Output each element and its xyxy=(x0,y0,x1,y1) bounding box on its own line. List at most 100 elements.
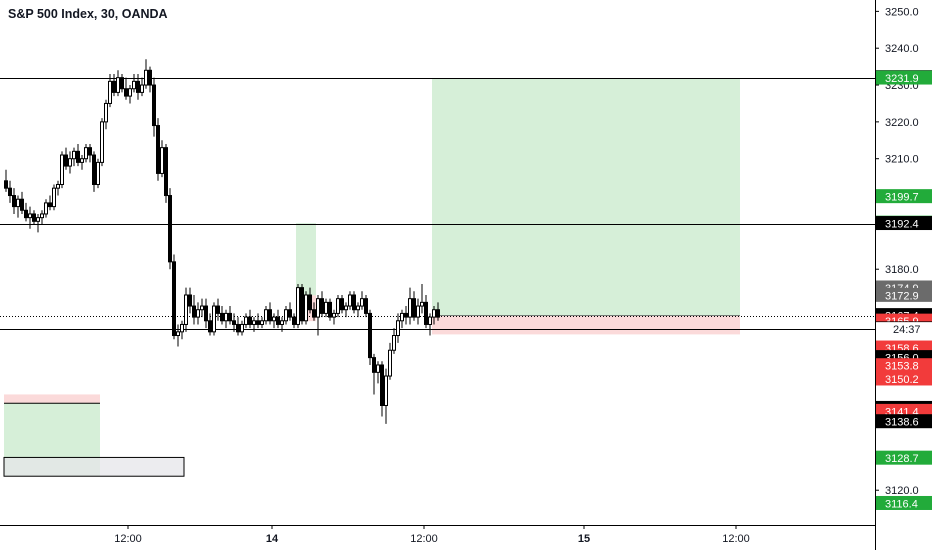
candle-body-down xyxy=(156,125,160,174)
candle xyxy=(280,317,284,332)
candle-body-down xyxy=(232,320,236,325)
candle-body-down xyxy=(256,320,260,325)
candle xyxy=(140,77,144,97)
price-label: 3172.9 xyxy=(876,287,932,302)
candle xyxy=(112,73,116,97)
candle xyxy=(348,291,352,310)
candle xyxy=(92,151,96,192)
candle-body-down xyxy=(300,287,304,322)
candle-body-up xyxy=(388,349,392,377)
price-label-box xyxy=(876,371,932,386)
candle-body-up xyxy=(200,305,204,311)
countdown-box xyxy=(876,322,932,337)
candle xyxy=(412,291,416,321)
candle-body-down xyxy=(364,298,368,314)
candle-body-down xyxy=(24,209,28,219)
candle-body-down xyxy=(124,88,128,97)
candle-body-down xyxy=(32,213,36,222)
countdown-text: 24:37 xyxy=(893,324,921,336)
price-label: 3128.7 xyxy=(876,450,932,465)
candle-body-up xyxy=(132,80,136,90)
candle-body-up xyxy=(296,287,300,325)
candle-body-up xyxy=(96,161,100,185)
candle-body-down xyxy=(320,298,324,314)
price-label-text: 3116.4 xyxy=(885,498,918,510)
candle xyxy=(156,118,160,181)
candle xyxy=(168,188,172,270)
candle-body-up xyxy=(272,316,276,322)
candle xyxy=(284,306,288,325)
price-label: 3192.4 xyxy=(876,216,932,231)
candle-body-down xyxy=(92,154,96,185)
time-axis[interactable]: 12:00 14 12:00 15 12:00 xyxy=(0,525,875,545)
candle xyxy=(56,180,60,196)
candle xyxy=(420,283,424,314)
time-tick-label: 15 xyxy=(578,533,590,545)
candle-body-down xyxy=(168,195,172,263)
candle-body-up xyxy=(72,150,76,160)
candle xyxy=(400,309,404,329)
candle-body-up xyxy=(392,335,396,351)
candle xyxy=(28,206,32,229)
candle xyxy=(264,306,268,325)
price-label-box xyxy=(876,70,932,85)
candle xyxy=(312,302,316,321)
candle-body-down xyxy=(308,294,312,311)
candle-body-down xyxy=(380,364,384,406)
price-label: 3116.4 xyxy=(876,495,932,510)
price-label-box xyxy=(876,414,932,429)
candle-body-up xyxy=(68,158,72,167)
candle-body-down xyxy=(48,202,52,208)
candle-body-up xyxy=(84,147,88,160)
candle xyxy=(172,254,176,340)
candle xyxy=(268,302,272,325)
price-tick-label: 3210.0 xyxy=(885,154,919,166)
candle xyxy=(64,147,68,170)
price-label: 3153.8 xyxy=(876,358,932,373)
candle xyxy=(144,59,148,89)
candle-body-up xyxy=(264,309,268,322)
candle-body-down xyxy=(148,69,152,86)
candle xyxy=(4,169,8,192)
candle xyxy=(216,298,220,321)
candle-body-up xyxy=(336,298,340,314)
candle xyxy=(272,313,276,329)
candle xyxy=(316,294,320,336)
candle-body-up xyxy=(356,305,360,311)
candle xyxy=(212,302,216,336)
candle xyxy=(120,73,124,93)
candle xyxy=(368,309,372,365)
left-gray-box xyxy=(3,456,185,477)
price-tick-label: 3120.0 xyxy=(885,485,919,497)
candle-body-up xyxy=(384,375,388,406)
candle-body-up xyxy=(140,84,144,93)
candle xyxy=(136,73,140,100)
candle xyxy=(308,287,312,314)
candle xyxy=(356,302,360,318)
candle-body-down xyxy=(164,147,168,197)
candle-body-up xyxy=(144,69,148,86)
candle xyxy=(68,151,72,174)
candle-body-up xyxy=(28,213,32,219)
candle xyxy=(8,180,12,203)
candle-body-up xyxy=(432,309,436,318)
candle-body-up xyxy=(420,301,424,307)
candle xyxy=(248,309,252,329)
long-target-zone-mid xyxy=(296,223,316,296)
candle-body-down xyxy=(188,294,192,307)
candle xyxy=(332,309,336,325)
candle xyxy=(256,313,260,329)
candle xyxy=(104,99,108,130)
price-label-box xyxy=(876,216,932,231)
candle-body-up xyxy=(80,158,84,163)
candle-body-up xyxy=(400,312,404,322)
candle xyxy=(372,353,376,395)
candle xyxy=(364,294,368,318)
candle-body-down xyxy=(372,357,376,373)
candle-body-up xyxy=(52,187,56,208)
candle xyxy=(200,298,204,318)
candle xyxy=(344,302,348,318)
candle-body-down xyxy=(412,298,416,318)
candle xyxy=(128,85,132,104)
